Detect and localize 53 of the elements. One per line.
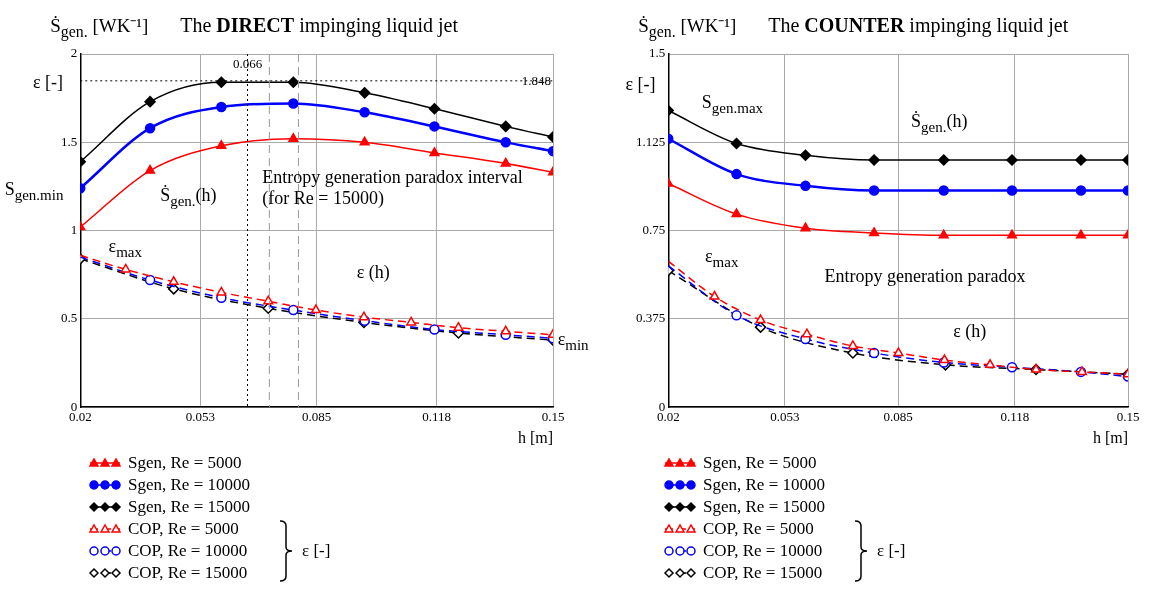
annotation: Ṡ$_{gen.}$(h) [160, 184, 217, 210]
x-tick-label: 0.085 [302, 409, 332, 425]
legend-label: Sgen, Re = 10000 [128, 475, 250, 495]
legend-label: COP, Re = 5000 [128, 519, 239, 539]
x-axis-title: h [m] [1092, 428, 1128, 446]
text: ε$_{min}$ [557, 329, 589, 355]
y-tick-label: 0.75 [642, 222, 666, 238]
y-axis-title: Ṡ$_{gen.}$ [WK⁻¹] [638, 14, 737, 41]
y-tick-label: 1.125 [636, 133, 666, 149]
legend-label: COP, Re = 10000 [703, 541, 823, 561]
y-tick-label: 0 [658, 398, 666, 414]
text: S$_{gen.min}$ [4, 179, 64, 205]
annotation: Entropy generation paradox interval (for Re = 15000) [262, 167, 524, 209]
legend-label: Sgen, Re = 15000 [128, 497, 250, 517]
x-tick-label: 0.085 [883, 409, 913, 425]
legend-title: ε [-] [302, 541, 331, 561]
legend-label: COP, Re = 10000 [128, 541, 248, 561]
annotation: Entropy generation paradox [824, 265, 1026, 287]
y-tick-label: 1.5 [61, 133, 78, 149]
annotation: Ṡ$_{gen.}$(h) [910, 111, 968, 137]
ref-line-label: 1.848 [521, 73, 551, 89]
chart-title: The COUNTER impinging liquid jet [768, 14, 1069, 37]
x-tick-label: 0.053 [770, 409, 800, 425]
y-tick-label: 2 [70, 45, 78, 61]
x-axis-title: h [m] [517, 428, 553, 446]
legend-label: COP, Re = 15000 [128, 563, 248, 583]
legend-title: ε [-] [877, 541, 906, 561]
y-tick-label: 1 [70, 222, 78, 238]
legend-label: COP, Re = 15000 [703, 563, 823, 583]
y-axis-title: Ṡ$_{gen.}$ [WK⁻¹] [50, 14, 149, 41]
legend-label: COP, Re = 5000 [703, 519, 814, 539]
annotation: ε (h) [953, 321, 987, 343]
chart-title: The DIRECT impinging liquid jet [180, 14, 459, 37]
annotation: ε$_{max}$ [108, 235, 142, 261]
text: ε [-] [32, 71, 64, 93]
y-tick-label: 1.5 [649, 45, 666, 61]
ref-line-label: 0.066 [232, 55, 263, 71]
y-tick-label: 0 [70, 398, 78, 414]
text: ε [-] [625, 74, 656, 95]
x-tick-label: 0.15 [541, 409, 565, 425]
legend-label: Sgen, Re = 5000 [703, 453, 817, 473]
legend-label: Sgen, Re = 10000 [703, 475, 825, 495]
annotation: S$_{gen.max}$ [701, 91, 764, 117]
x-tick-label: 0.15 [1116, 409, 1140, 425]
annotation: ε$_{max}$ [705, 246, 739, 272]
x-tick-label: 0.118 [422, 409, 452, 425]
annotation: ε (h) [356, 262, 390, 284]
x-tick-label: 0.118 [1000, 409, 1030, 425]
legend-label: Sgen, Re = 5000 [128, 453, 242, 473]
y-tick-label: 0.375 [636, 310, 666, 326]
y-tick-label: 0.5 [61, 310, 78, 326]
x-tick-label: 0.053 [185, 409, 215, 425]
legend-label: Sgen, Re = 15000 [703, 497, 825, 517]
